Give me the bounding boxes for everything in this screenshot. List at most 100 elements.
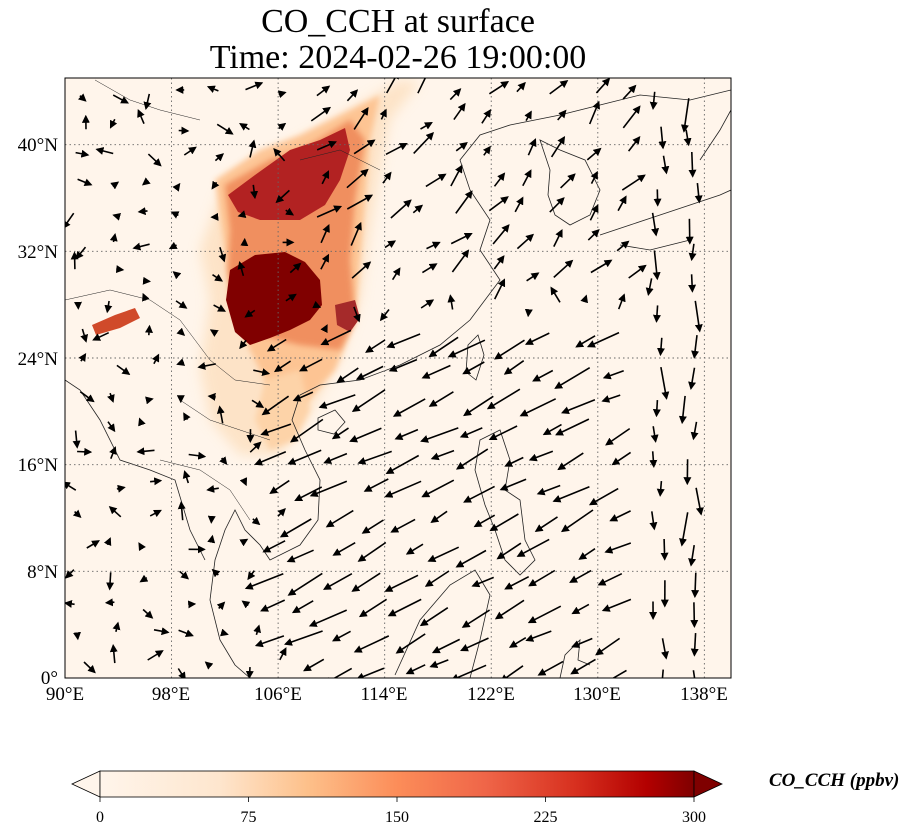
wind-arrow: [419, 607, 449, 627]
wind-arrow: [363, 478, 389, 492]
wind-arrow: [316, 85, 331, 97]
wind-arrow: [351, 572, 381, 592]
wind-arrow: [622, 105, 641, 129]
wind-arrow: [420, 427, 459, 443]
wind-arrow: [285, 293, 297, 302]
wind-arrow: [660, 366, 670, 400]
lon-axis: 90°E 98°E 106°E 114°E 122°E 130°E 138°E: [46, 684, 728, 705]
wind-arrow: [426, 241, 441, 250]
wind-arrow: [346, 194, 374, 210]
wind-arrow: [182, 470, 191, 484]
colorbar-tick-label: 225: [534, 809, 558, 826]
wind-arrow: [597, 572, 623, 586]
sulawesi: [559, 638, 591, 678]
wind-arrow: [688, 274, 697, 293]
wind-arrow: [137, 109, 145, 125]
wind-arrow: [177, 501, 186, 521]
wind-arrow: [138, 542, 146, 552]
wind-arrow: [320, 253, 330, 270]
wind-arrow: [245, 667, 254, 678]
wind-arrow: [430, 449, 455, 461]
wind-arrow: [351, 261, 372, 279]
wind-arrow: [142, 608, 154, 619]
wind-arrow: [353, 635, 390, 653]
wind-arrow: [219, 456, 228, 466]
wind-arrow: [569, 569, 592, 583]
wind-arrow: [103, 537, 112, 547]
wind-arrow: [453, 102, 466, 121]
wind-arrow: [412, 204, 424, 214]
wind-arrow: [405, 543, 424, 555]
wind-arrow: [621, 174, 646, 191]
wind-arrow: [292, 391, 314, 402]
wind-arrow: [482, 145, 491, 156]
wind-arrow: [358, 598, 388, 618]
lon-tick-label: 114°E: [361, 684, 408, 705]
wind-arrow: [661, 669, 664, 678]
plume-dark-north: [228, 128, 350, 220]
wind-arrow: [138, 417, 146, 427]
wind-arrow: [116, 484, 126, 493]
wind-arrow: [534, 516, 558, 532]
wind-arrow: [75, 149, 90, 158]
wind-arrow: [427, 546, 460, 562]
colorbar-label: CO_CCH (ppbv): [769, 770, 900, 791]
map-background: [65, 78, 731, 678]
lon-tick-label: 122°E: [467, 684, 515, 705]
wind-arrow: [212, 273, 224, 282]
wind-arrow: [137, 207, 148, 216]
wind-arrow: [595, 637, 621, 656]
wind-arrow: [575, 335, 596, 348]
wind-arrow: [504, 575, 530, 590]
wind-arrow: [112, 212, 122, 221]
wind-arrow: [460, 637, 489, 652]
wind-arrow: [489, 513, 519, 532]
title-line-1: CO_CCH at surface: [261, 3, 535, 40]
wind-arrow: [394, 428, 419, 440]
wind-arrow: [527, 138, 537, 156]
wind-arrow: [384, 480, 422, 498]
wind-arrow: [112, 94, 130, 104]
wind-arrow: [595, 78, 611, 94]
gridlines: [65, 78, 731, 678]
wind-arrow: [660, 538, 669, 561]
wind-arrow: [115, 265, 125, 274]
wind-arrow: [80, 328, 89, 343]
wind-arrow: [178, 629, 194, 637]
wind-arrow: [65, 599, 75, 608]
wind-arrow: [239, 123, 250, 131]
wind-arrow: [279, 647, 287, 661]
wind-arrow: [73, 631, 81, 641]
map-content: [65, 78, 731, 678]
wind-arrow: [188, 451, 207, 460]
wind-arrow: [244, 573, 284, 590]
wind-arrow: [661, 155, 670, 175]
wind-arrow: [365, 339, 386, 353]
wind-arrow: [153, 627, 170, 636]
wind-arrow: [455, 549, 487, 568]
colorbar-gradient: [99, 770, 695, 798]
wind-arrow: [557, 109, 567, 121]
wind-arrow: [320, 329, 352, 346]
lon-tick-label: 138°E: [680, 684, 728, 705]
wind-arrow: [183, 412, 191, 422]
wind-arrow: [318, 394, 356, 409]
wind-arrow: [459, 427, 483, 438]
wind-arrow: [353, 139, 376, 155]
wind-arrow: [250, 184, 259, 200]
wind-arrow: [104, 300, 113, 314]
wind-arrow: [455, 448, 489, 470]
wind-arrow: [310, 106, 332, 122]
wind-arrow: [525, 630, 552, 642]
wind-arrow: [694, 183, 703, 204]
wind-arrow: [279, 518, 312, 538]
wind-arrow: [323, 667, 353, 678]
plume-patch-myanmar: [92, 308, 140, 335]
wind-arrow: [421, 263, 438, 274]
wind-arrow: [590, 170, 598, 184]
wind-arrow: [312, 300, 322, 309]
wind-arrow: [386, 78, 400, 94]
wind-arrow: [571, 637, 593, 648]
wind-arrow: [177, 668, 186, 678]
wind-arrow: [661, 638, 669, 660]
